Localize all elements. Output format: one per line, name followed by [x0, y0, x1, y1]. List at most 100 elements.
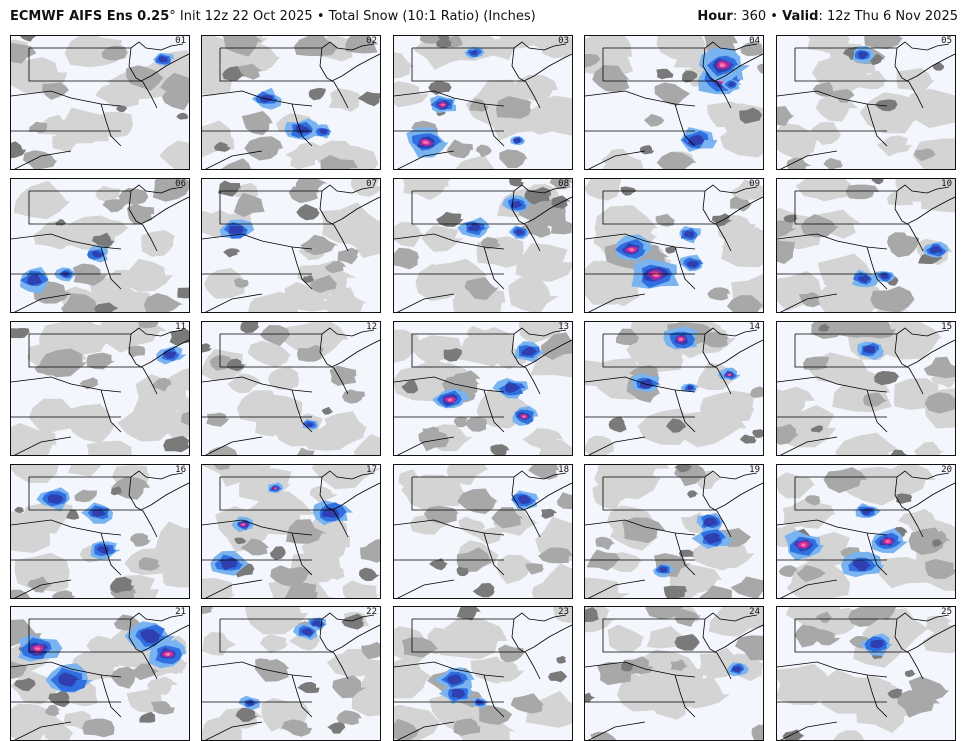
snow-area	[202, 607, 213, 614]
light-snow-area	[259, 634, 289, 653]
member-number-label: 16	[175, 465, 186, 475]
light-snow-area	[11, 667, 62, 705]
snow-area	[622, 517, 666, 543]
snow-12in-area	[34, 647, 41, 651]
light-snow-area	[398, 469, 420, 487]
ensemble-member-panel: 12	[201, 321, 381, 456]
snow-area	[656, 151, 697, 169]
snow-4in-area	[311, 620, 323, 627]
snow-area	[794, 624, 823, 648]
light-snow-area	[360, 440, 380, 455]
snow-map	[585, 179, 763, 312]
light-snow-area	[204, 267, 249, 299]
state-borders	[394, 327, 572, 455]
light-snow-area	[721, 229, 763, 264]
bullet-separator: •	[316, 9, 325, 24]
snow-area	[804, 495, 821, 506]
snow-area-dark	[739, 434, 757, 444]
snow-area-dark	[223, 248, 241, 258]
snow-area	[863, 392, 889, 407]
snow-area-dark	[213, 141, 231, 152]
snow-area	[799, 292, 821, 308]
snow-area-dark	[674, 634, 700, 651]
light-snow-area	[777, 472, 816, 499]
light-snow-area	[539, 563, 572, 598]
snow-map	[777, 607, 955, 740]
snow-4in-area	[659, 566, 668, 573]
snow-area	[926, 530, 949, 547]
snow-area	[592, 65, 630, 93]
snow-12in-area	[801, 543, 806, 547]
light-snow-area	[446, 465, 489, 486]
snow-area	[281, 719, 313, 737]
snow-area	[206, 412, 230, 427]
snow-area	[161, 86, 189, 111]
snow-map	[11, 36, 189, 169]
snow-area	[51, 590, 77, 598]
snow-area-dark	[871, 179, 884, 185]
snow-area-dark	[472, 583, 495, 598]
snow-map	[202, 607, 380, 740]
snow-map	[11, 322, 189, 455]
snow-area	[803, 356, 829, 371]
snow-area	[152, 179, 189, 202]
member-number-label: 23	[558, 607, 569, 617]
snow-area-dark	[240, 322, 260, 334]
snow-4in-area	[306, 422, 315, 428]
state-borders	[777, 612, 955, 740]
member-number-label: 11	[175, 322, 186, 332]
snow-12in-area	[447, 398, 453, 402]
light-snow-area	[777, 122, 823, 161]
snow-area-dark	[548, 670, 568, 683]
snow-area-dark	[20, 36, 37, 42]
snow-area-dark	[739, 107, 763, 124]
title-left: ECMWF AIFS Ens 0.25° Init 12z 22 Oct 202…	[10, 9, 536, 24]
snow-area	[118, 188, 149, 205]
light-snow-area	[394, 52, 414, 79]
light-snow-area	[522, 428, 564, 453]
snow-area	[233, 192, 265, 218]
member-number-label: 09	[749, 179, 760, 189]
member-number-label: 01	[175, 36, 186, 46]
snow-area	[152, 377, 172, 392]
snow-area-dark	[358, 567, 380, 581]
light-snow-area	[786, 573, 829, 598]
hour-label: Hour	[697, 9, 733, 24]
snow-area	[525, 563, 544, 575]
light-snow-area	[351, 179, 380, 197]
light-snow-area	[809, 122, 842, 145]
snow-4in-area	[732, 665, 743, 672]
snow-area	[329, 365, 357, 386]
light-snow-area	[11, 423, 57, 455]
snow-area	[655, 213, 676, 227]
light-snow-area	[267, 367, 300, 390]
snow-area	[74, 489, 98, 503]
snow-area-dark	[169, 328, 189, 346]
state-borders	[202, 470, 380, 598]
light-snow-area	[421, 225, 464, 252]
ensemble-member-panel: 22	[201, 606, 381, 741]
state-borders	[777, 184, 955, 312]
light-snow-area	[585, 577, 631, 598]
snow-area	[138, 557, 161, 571]
snow-area	[457, 488, 499, 514]
snow-area	[288, 181, 319, 204]
snow-area-dark	[887, 688, 903, 699]
snow-area	[475, 144, 493, 158]
snow-area	[914, 148, 937, 162]
valid-label: Valid	[782, 9, 819, 24]
snow-area	[126, 65, 164, 91]
snow-area-dark	[297, 681, 320, 694]
ensemble-member-panel: 11	[10, 321, 190, 456]
snow-12in-area	[885, 540, 891, 543]
snow-area	[777, 106, 795, 126]
snow-4in-area	[858, 51, 869, 59]
snow-map	[202, 36, 380, 169]
ensemble-member-panel: 10	[776, 178, 956, 313]
valid-value: : 12z Thu 6 Nov 2025	[818, 9, 958, 24]
ensemble-member-panel: 16	[10, 464, 190, 599]
snow-map	[777, 36, 955, 169]
snow-area-dark	[665, 245, 678, 254]
snow-area	[237, 63, 263, 80]
light-snow-area	[321, 202, 380, 246]
